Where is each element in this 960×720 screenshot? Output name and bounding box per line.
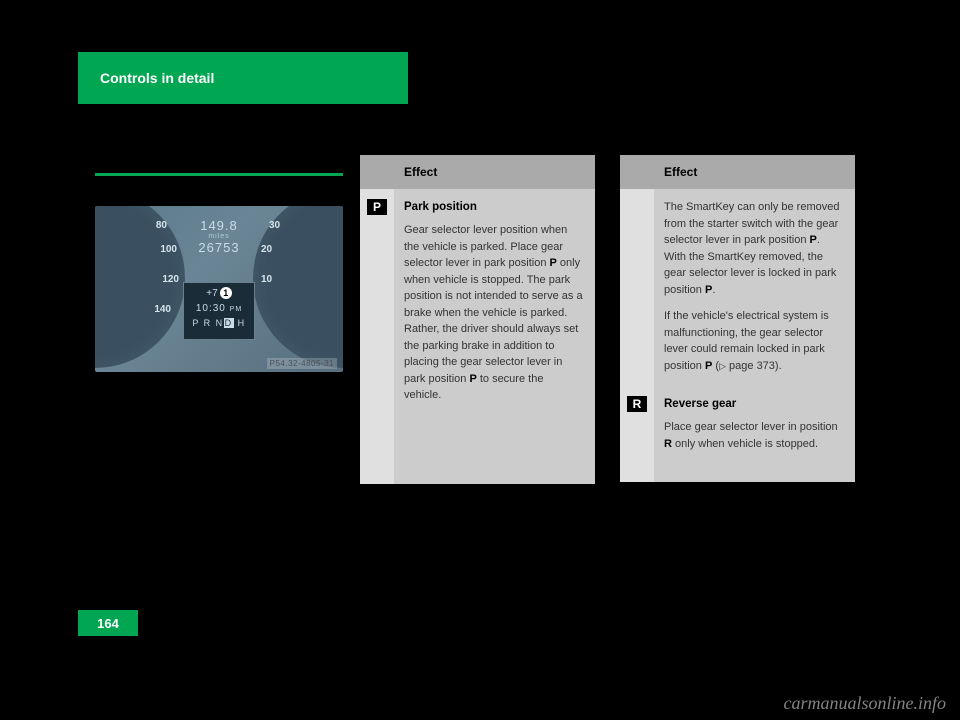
effect-column-1: Effect P Park position Gear selector lev…: [360, 155, 595, 484]
body-text: only when vehicle is stopped. The park p…: [404, 257, 583, 385]
tick: 100: [160, 244, 177, 255]
gear-after: H: [234, 318, 246, 328]
row-title: Reverse gear: [664, 396, 843, 413]
clock-row: 10:30 PM: [184, 303, 254, 314]
bold-p: P: [469, 373, 476, 385]
park-position-row: P Park position Gear selector lever posi…: [360, 189, 595, 484]
smartkey-row: The SmartKey can only be removed from th…: [620, 189, 855, 386]
reverse-description: Reverse gear Place gear selector lever i…: [654, 386, 855, 482]
gear-badge-r: R: [627, 396, 647, 412]
ampm: PM: [230, 306, 243, 313]
temperature: +7: [206, 288, 217, 299]
body-text: Place gear selector lever in position: [664, 421, 838, 433]
body-text: Gear selector lever position when the ve…: [404, 224, 567, 269]
effect-header: Effect: [394, 155, 595, 189]
column-header-row: Effect: [360, 155, 595, 189]
tick: 30: [269, 220, 280, 231]
page-ref-icon: ▷: [719, 361, 726, 371]
gear-header-cell: [360, 155, 394, 189]
section-header-bar: Controls in detail: [78, 52, 408, 104]
bold-p: P: [810, 234, 817, 246]
speedometer-gauge: 80 100 120 140: [95, 206, 185, 368]
page-number-badge: 164: [78, 610, 138, 636]
row-title: Park position: [404, 199, 583, 216]
smartkey-description: The SmartKey can only be removed from th…: [654, 189, 855, 386]
section-title: Controls in detail: [100, 70, 214, 86]
gear-header-cell: [620, 155, 654, 189]
tick: 20: [261, 244, 272, 255]
temp-row: +7 1: [184, 287, 254, 299]
effect-column-2: Effect The SmartKey can only be removed …: [620, 155, 855, 482]
callout-badge: 1: [220, 287, 232, 299]
body-text: .: [712, 284, 715, 296]
watermark: carmanualsonline.info: [784, 693, 947, 714]
bold-p: P: [550, 257, 557, 269]
time: 10:30: [196, 303, 226, 314]
figure-id: P54.32-4805-31: [267, 358, 337, 369]
gear-badge-p: P: [367, 199, 387, 215]
trip-unit: miles: [183, 233, 255, 240]
park-description: Park position Gear selector lever positi…: [394, 189, 595, 484]
accent-line: [95, 173, 343, 176]
reverse-gear-row: R Reverse gear Place gear selector lever…: [620, 386, 855, 482]
body-text: page 373).: [726, 360, 782, 372]
gear-letters: P R N: [192, 318, 223, 328]
tick: 140: [154, 304, 171, 315]
odometer: 26753: [183, 240, 255, 255]
tick: 80: [156, 220, 167, 231]
dashboard-illustration: 80 100 120 140 30 20 10 149.8 miles 2675…: [95, 206, 343, 372]
column-header-row: Effect: [620, 155, 855, 189]
info-display: +7 1 10:30 PM P R ND H: [183, 282, 255, 340]
trip-value: 149.8: [183, 218, 255, 233]
gear-selected: D: [224, 318, 234, 328]
tach-gauge: 30 20 10: [253, 206, 343, 368]
gear-cell-empty: [620, 189, 654, 386]
tick: 10: [261, 274, 272, 285]
center-display: 149.8 miles 26753: [183, 218, 255, 255]
manual-page: Controls in detail 80 100 120 140 30 20 …: [0, 0, 960, 720]
gear-cell: P: [360, 189, 394, 484]
bold-r: R: [664, 438, 672, 450]
effect-header: Effect: [654, 155, 855, 189]
gear-cell: R: [620, 386, 654, 482]
tick: 120: [162, 274, 179, 285]
gear-row: P R ND H: [184, 318, 254, 328]
body-text: only when vehicle is stopped.: [672, 438, 818, 450]
